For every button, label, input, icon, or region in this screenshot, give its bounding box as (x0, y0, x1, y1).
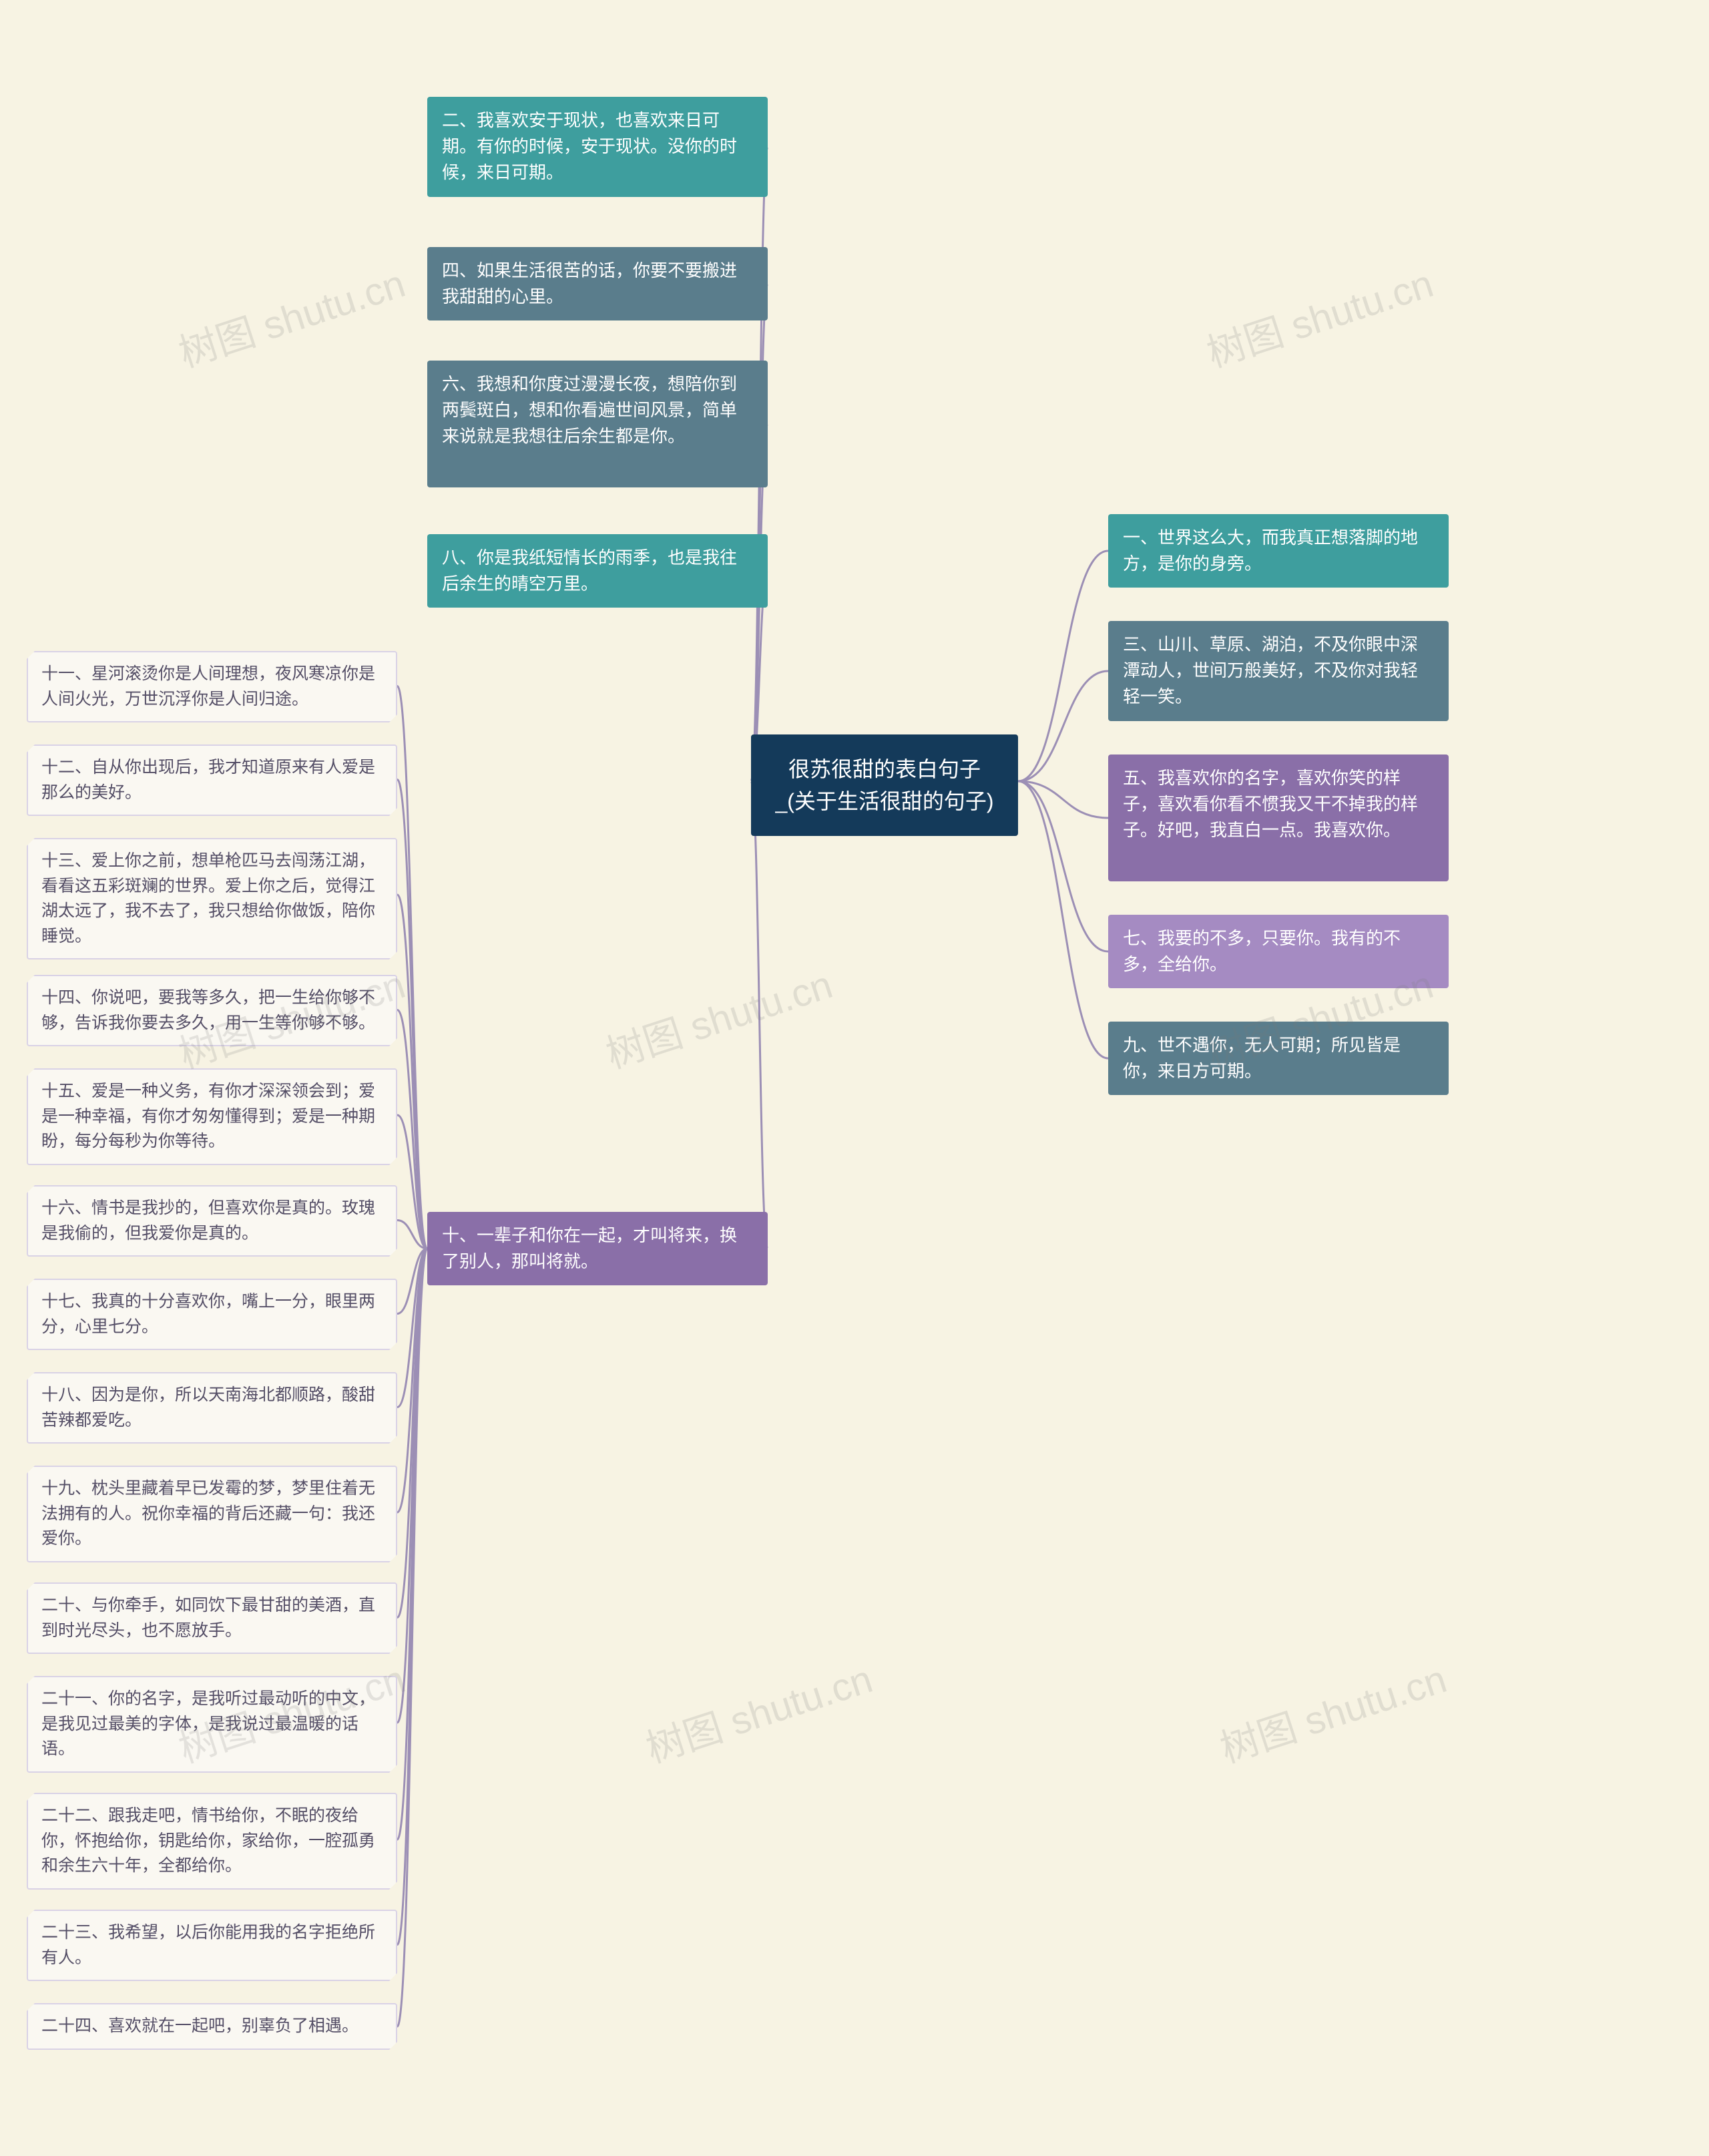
main-node-n6: 六、我想和你度过漫漫长夜，想陪你到两鬓斑白，想和你看遍世间风景，简单来说就是我想… (427, 361, 768, 487)
root-node: 很苏很甜的表白句子_(关于生活很甜的句子) (751, 734, 1018, 836)
main-node-n1: 一、世界这么大，而我真正想落脚的地方，是你的身旁。 (1108, 514, 1449, 588)
leaf-node-l16: 十六、情书是我抄的，但喜欢你是真的。玫瑰是我偷的，但我爱你是真的。 (27, 1185, 397, 1257)
leaf-node-l12: 十二、自从你出现后，我才知道原来有人爱是那么的美好。 (27, 744, 397, 816)
leaf-node-l14: 十四、你说吧，要我等多久，把一生给你够不够，告诉我你要去多久，用一生等你够不够。 (27, 975, 397, 1046)
leaf-node-l13: 十三、爱上你之前，想单枪匹马去闯荡江湖，看看这五彩斑斓的世界。爱上你之后，觉得江… (27, 838, 397, 959)
leaf-node-l24: 二十四、喜欢就在一起吧，别辜负了相遇。 (27, 2003, 397, 2050)
main-node-n4: 四、如果生活很苦的话，你要不要搬进我甜甜的心里。 (427, 247, 768, 320)
leaf-node-l21: 二十一、你的名字，是我听过最动听的中文，是我见过最美的字体，是我说过最温暖的话语… (27, 1676, 397, 1773)
leaf-node-l20: 二十、与你牵手，如同饮下最甘甜的美酒，直到时光尽头，也不愿放手。 (27, 1582, 397, 1654)
main-node-n2: 二、我喜欢安于现状，也喜欢来日可期。有你的时候，安于现状。没你的时候，来日可期。 (427, 97, 768, 197)
main-node-n5: 五、我喜欢你的名字，喜欢你笑的样子，喜欢看你看不惯我又干不掉我的样子。好吧，我直… (1108, 754, 1449, 881)
mindmap-canvas: 很苏很甜的表白句子_(关于生活很甜的句子) 二、我喜欢安于现状，也喜欢来日可期。有… (0, 0, 1709, 2156)
watermark: 树图 shutu.cn (171, 252, 411, 378)
leaf-node-l17: 十七、我真的十分喜欢你，嘴上一分，眼里两分，心里七分。 (27, 1279, 397, 1350)
leaf-node-l15: 十五、爱是一种义务，有你才深深领会到；爱是一种幸福，有你才匆匆懂得到；爱是一种期… (27, 1068, 397, 1165)
main-node-n8: 八、你是我纸短情长的雨季，也是我往后余生的晴空万里。 (427, 534, 768, 608)
leaf-node-l22: 二十二、跟我走吧，情书给你，不眠的夜给你，怀抱给你，钥匙给你，家给你，一腔孤勇和… (27, 1793, 397, 1890)
leaf-node-l11: 十一、星河滚烫你是人间理想，夜风寒凉你是人间火光，万世沉浮你是人间归途。 (27, 651, 397, 722)
main-node-n3: 三、山川、草原、湖泊，不及你眼中深潭动人，世间万般美好，不及你对我轻轻一笑。 (1108, 621, 1449, 721)
watermark: 树图 shutu.cn (1199, 252, 1439, 378)
watermark: 树图 shutu.cn (598, 953, 838, 1079)
main-node-n10: 十、一辈子和你在一起，才叫将来，换了别人，那叫将就。 (427, 1212, 768, 1285)
main-node-n7: 七、我要的不多，只要你。我有的不多，全给你。 (1108, 915, 1449, 988)
watermark: 树图 shutu.cn (638, 1648, 879, 1773)
main-node-n9: 九、世不遇你，无人可期；所见皆是你，来日方可期。 (1108, 1022, 1449, 1095)
watermark: 树图 shutu.cn (1212, 1648, 1453, 1773)
leaf-node-l18: 十八、因为是你，所以天南海北都顺路，酸甜苦辣都爱吃。 (27, 1372, 397, 1444)
leaf-node-l23: 二十三、我希望，以后你能用我的名字拒绝所有人。 (27, 1910, 397, 1981)
leaf-node-l19: 十九、枕头里藏着早已发霉的梦，梦里住着无法拥有的人。祝你幸福的背后还藏一句：我还… (27, 1466, 397, 1562)
